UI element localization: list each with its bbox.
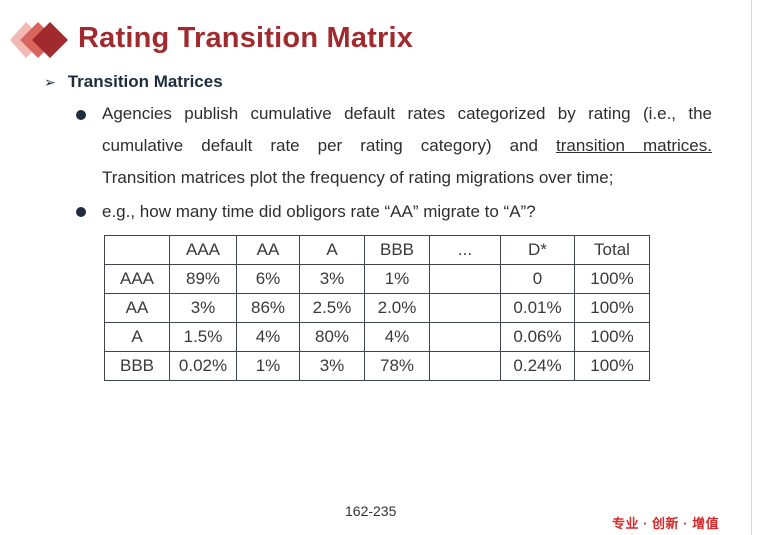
table-cell: 0.01% — [500, 293, 575, 323]
slide-title: Rating Transition Matrix — [78, 22, 414, 54]
arrow-bullet-icon: ➢ — [44, 73, 56, 90]
row-label-cell: A — [104, 322, 170, 352]
paragraph-line: e.g., how many time did obligors rate “A… — [102, 202, 536, 221]
bullet-dot-icon — [76, 110, 86, 120]
table-cell: 100% — [574, 264, 650, 294]
table-header-cell: AA — [236, 235, 300, 265]
table-header-cell: AAA — [169, 235, 237, 265]
bullet-paragraph-1: Agencies publish cumulative default rate… — [102, 98, 712, 194]
table-cell: 100% — [574, 293, 650, 323]
paragraph-line: cumulative default rate per rating categ… — [102, 130, 712, 162]
table-row: BBB 0.02% 1% 3% 78% 0.24% 100% — [104, 351, 650, 381]
table-cell: 86% — [236, 293, 300, 323]
table-cell: 0.06% — [500, 322, 575, 352]
table-cell: 4% — [364, 322, 430, 352]
table-cell: 0.02% — [169, 351, 237, 381]
section-heading-label: Transition Matrices — [67, 72, 223, 91]
table-header-cell: D* — [500, 235, 575, 265]
table-header-cell: Total — [574, 235, 650, 265]
table-cell: 4% — [236, 322, 300, 352]
table-cell — [429, 293, 501, 323]
table-header-cell: A — [299, 235, 365, 265]
table-cell: 1.5% — [169, 322, 237, 352]
table-header-cell: BBB — [364, 235, 430, 265]
footer-slogan: 专业 · 创新 · 增值 — [612, 516, 720, 531]
table-cell: 2.5% — [299, 293, 365, 323]
table-header-cell: ... — [429, 235, 501, 265]
table-cell: 3% — [169, 293, 237, 323]
table-cell — [429, 322, 501, 352]
paragraph-line: Transition matrices plot the frequency o… — [102, 168, 614, 187]
table-cell: 2.0% — [364, 293, 430, 323]
transition-matrix-table: AAA AA A BBB ... D* Total AAA 89% 6% 3% … — [104, 235, 650, 381]
table-cell: 1% — [364, 264, 430, 294]
slide-edge-line — [751, 0, 752, 535]
section-heading: ➢ Transition Matrices — [44, 72, 223, 92]
row-label-cell: AA — [104, 293, 170, 323]
table-cell: 3% — [299, 264, 365, 294]
table-cell: 80% — [299, 322, 365, 352]
table-row: AAA 89% 6% 3% 1% 0 100% — [104, 264, 650, 294]
table-cell: 100% — [574, 322, 650, 352]
row-label-cell: BBB — [104, 351, 170, 381]
paragraph-text: cumulative default rate per rating categ… — [102, 136, 538, 155]
bullet-dot-icon — [76, 207, 86, 217]
table-cell: 1% — [236, 351, 300, 381]
diamond-logo-icon — [10, 22, 68, 58]
table-row: AA 3% 86% 2.5% 2.0% 0.01% 100% — [104, 293, 650, 323]
table-cell — [429, 351, 501, 381]
table-cell: 0 — [500, 264, 575, 294]
table-row: A 1.5% 4% 80% 4% 0.06% 100% — [104, 322, 650, 352]
table-cell: 78% — [364, 351, 430, 381]
page-number: 162-235 — [345, 503, 397, 519]
transition-matrices-link[interactable]: transition matrices. — [556, 136, 712, 155]
table-cell: 100% — [574, 351, 650, 381]
table-cell: 3% — [299, 351, 365, 381]
table-header-row: AAA AA A BBB ... D* Total — [104, 235, 650, 265]
bullet-paragraph-2: e.g., how many time did obligors rate “A… — [102, 196, 712, 228]
row-label-cell: AAA — [104, 264, 170, 294]
table-header-cell — [104, 235, 170, 265]
paragraph-line: Agencies publish cumulative default rate… — [102, 104, 712, 123]
table-cell: 6% — [236, 264, 300, 294]
table-cell: 89% — [169, 264, 237, 294]
table-cell: 0.24% — [500, 351, 575, 381]
table-cell — [429, 264, 501, 294]
